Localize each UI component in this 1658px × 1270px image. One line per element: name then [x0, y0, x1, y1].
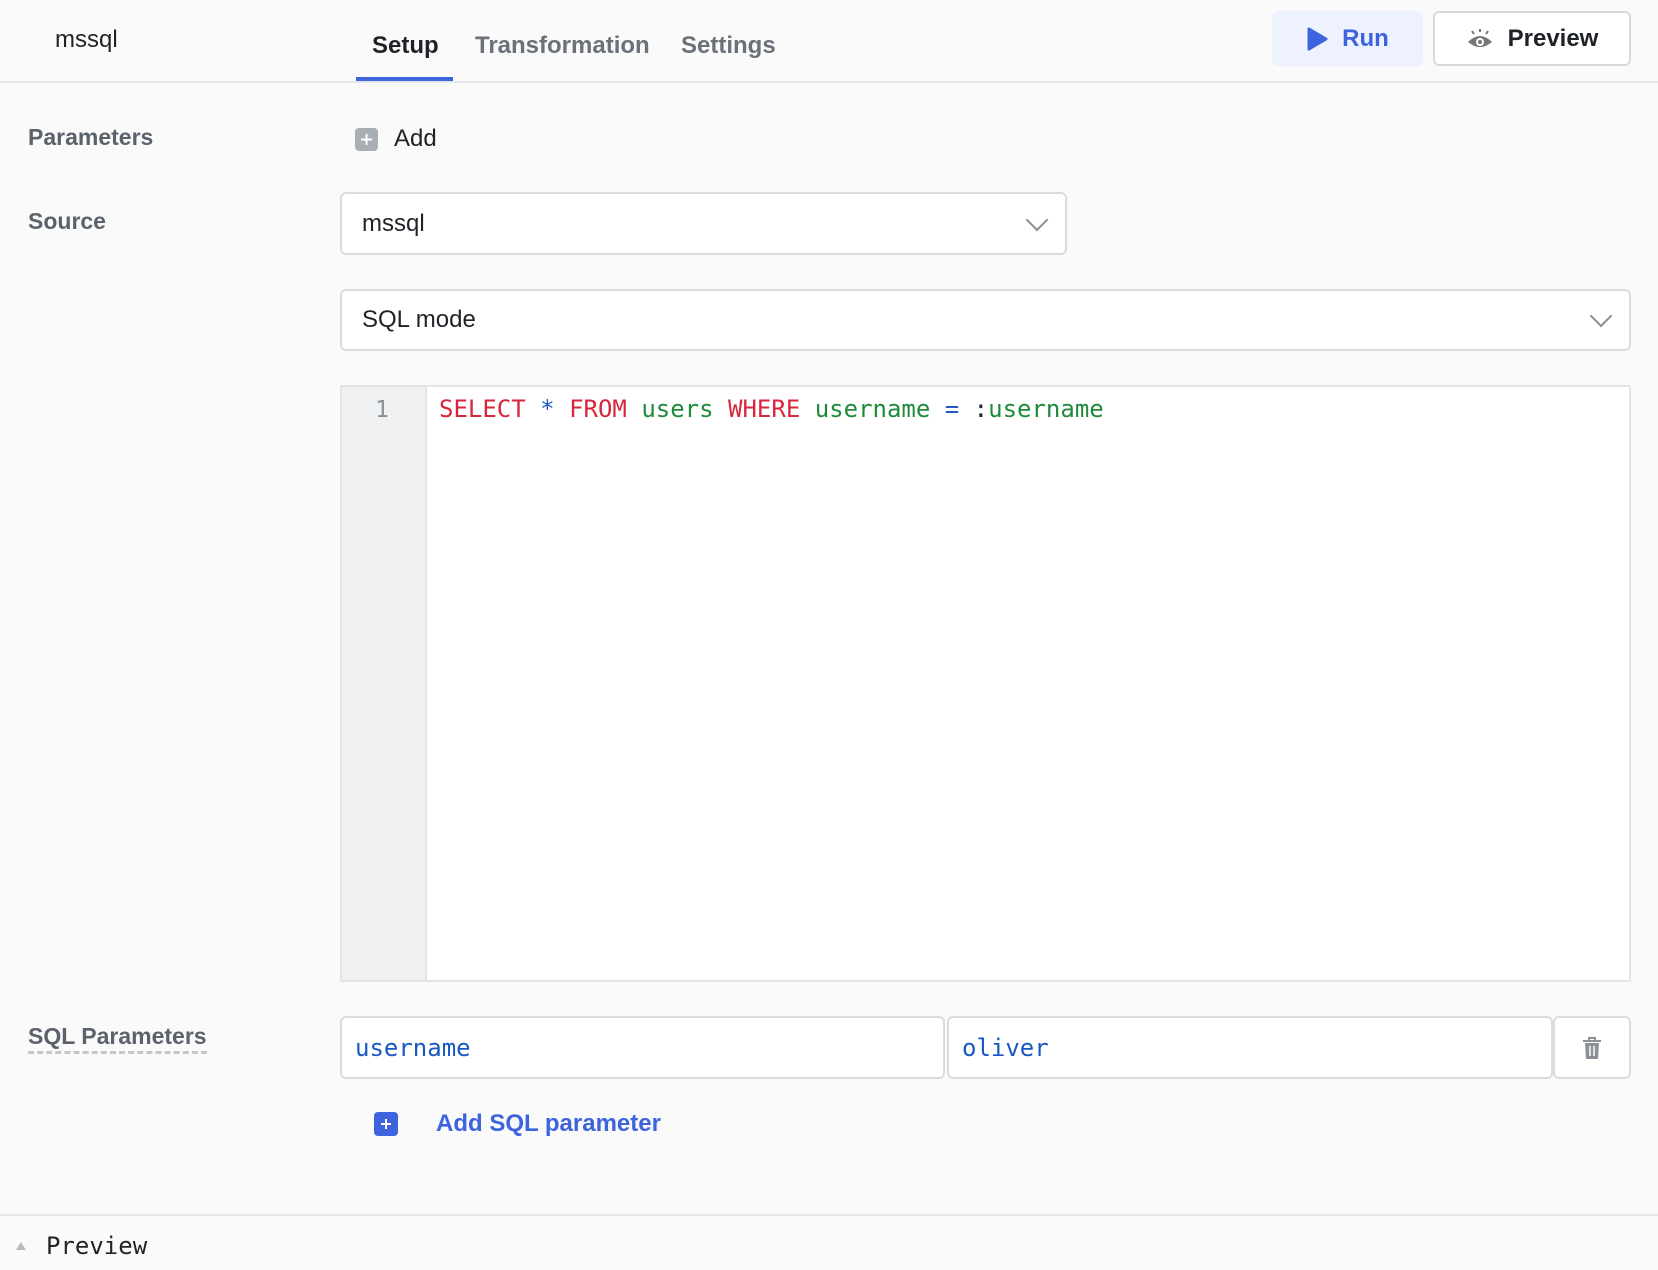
line-number: 1 — [375, 397, 389, 423]
keyword-token: SELECT — [439, 395, 526, 423]
space — [627, 395, 641, 423]
tab-setup[interactable]: Setup — [372, 32, 439, 59]
identifier-token: username — [988, 395, 1104, 423]
keyword-token: FROM — [569, 395, 627, 423]
triangle-up-icon — [16, 1242, 26, 1250]
query-title: mssql — [55, 26, 118, 53]
add-parameter-label: Add — [394, 125, 437, 152]
space — [714, 395, 728, 423]
run-button[interactable]: Run — [1272, 11, 1423, 66]
preview-panel-toggle[interactable]: Preview — [14, 1232, 147, 1260]
mode-select[interactable]: SQL mode — [340, 289, 1631, 351]
plus-square-icon — [355, 127, 378, 151]
space — [930, 395, 944, 423]
keyword-token: WHERE — [728, 395, 801, 423]
add-sql-parameter-button[interactable]: Add SQL parameter — [436, 1110, 661, 1137]
chevron-down-icon — [1589, 304, 1613, 328]
colon-token: : — [973, 395, 989, 423]
run-label: Run — [1342, 24, 1389, 52]
space — [555, 395, 569, 423]
tab-transformation[interactable]: Transformation — [475, 32, 650, 59]
identifier-token: users — [641, 395, 714, 423]
space — [526, 395, 540, 423]
source-select[interactable]: mssql — [340, 192, 1067, 255]
play-icon — [1307, 27, 1328, 50]
preview-label: Preview — [1507, 24, 1599, 52]
sql-param-key-input[interactable]: username — [340, 1016, 945, 1079]
sql-param-value-input[interactable]: oliver — [947, 1016, 1553, 1079]
footer-divider — [0, 1214, 1658, 1216]
source-value: mssql — [362, 209, 425, 237]
header: mssql Setup Transformation Settings Run … — [0, 0, 1658, 83]
sql-editor[interactable]: 1 SELECT * FROM users WHERE username = :… — [340, 385, 1631, 982]
space — [800, 395, 814, 423]
space — [959, 395, 973, 423]
identifier-token: username — [814, 395, 931, 423]
plus-square-icon — [374, 1112, 398, 1136]
parameters-label: Parameters — [28, 124, 154, 150]
eye-icon — [1467, 28, 1492, 47]
code-line[interactable]: SELECT * FROM users WHERE username = :us… — [439, 395, 1104, 423]
add-sql-parameter-icon-wrap[interactable] — [374, 1112, 398, 1141]
operator-token: * — [540, 395, 555, 423]
chevron-down-icon — [1025, 208, 1049, 231]
tab-settings[interactable]: Settings — [681, 32, 776, 59]
add-parameter-button[interactable]: Add — [355, 125, 437, 153]
line-gutter: 1 — [342, 387, 427, 980]
active-tab-indicator — [356, 77, 453, 81]
delete-param-button[interactable] — [1553, 1016, 1631, 1079]
preview-button[interactable]: Preview — [1433, 11, 1631, 66]
mode-value: SQL mode — [362, 306, 476, 333]
operator-token: = — [944, 395, 960, 423]
preview-panel-label: Preview — [46, 1232, 148, 1260]
sql-parameters-label: SQL Parameters — [28, 1023, 207, 1054]
source-label: Source — [28, 208, 106, 234]
trash-icon — [1583, 1036, 1601, 1059]
